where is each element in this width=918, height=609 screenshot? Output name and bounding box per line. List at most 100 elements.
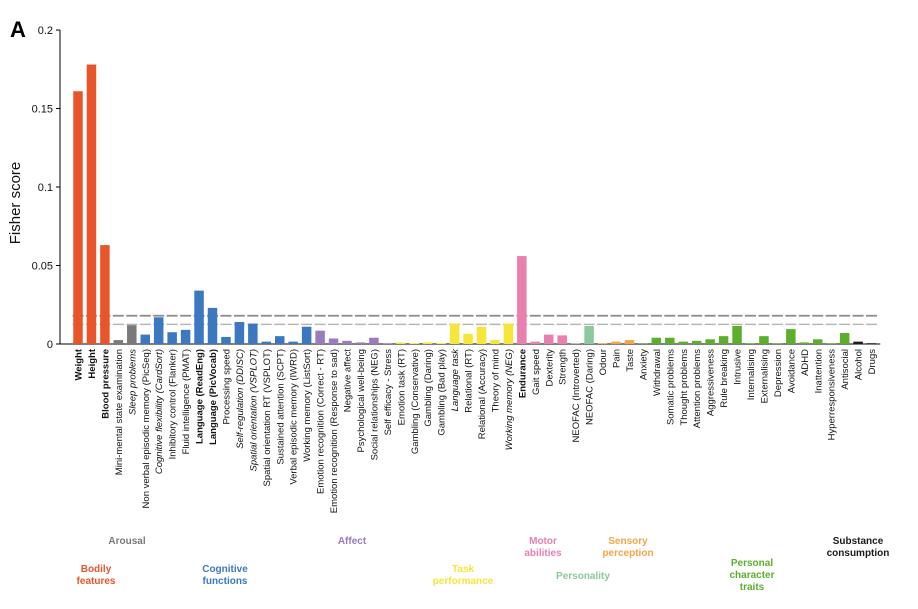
group-label-arousal: Arousal	[108, 536, 145, 547]
bar-strength	[557, 335, 567, 344]
x-tick-label: Language task	[450, 348, 461, 412]
x-tick-label: Gambling (Daring)	[423, 349, 434, 427]
y-tick-label: 0	[47, 339, 53, 351]
x-tick-label: Emotion recognition (Correct - RT)	[316, 349, 327, 494]
x-tick-label: Emotion recognition (Response to sad)	[329, 349, 340, 513]
bar-non-verbal-episodic-memory-picseq	[140, 334, 150, 344]
x-tick-label: Spatial orientation (VSPLOT)	[248, 349, 259, 472]
bar-antisocial	[839, 333, 850, 344]
bar-neofac-daring	[584, 325, 594, 344]
x-tick-label: Relational (Accuracy)	[477, 349, 488, 439]
x-tick-label: Fluid intelligence (PMAT)	[181, 349, 192, 454]
bars	[73, 64, 877, 344]
x-tick-label: Psychological well-being	[356, 349, 367, 453]
x-tick-label: Odour	[598, 349, 609, 375]
x-tick-label: Anxiety	[638, 349, 649, 380]
x-tick-label: Withdrawal	[652, 349, 663, 396]
x-tick-label: Theory of mind	[490, 349, 501, 412]
bar-relational-accuracy	[476, 326, 487, 344]
x-tick-label: Thought problems	[679, 349, 690, 426]
x-tick-label: ADHD	[800, 349, 811, 376]
bar-language-task	[449, 323, 460, 344]
bar-verbal-episodic-memory-iwrd	[288, 341, 298, 344]
x-tick-label: Verbal episodic memory (IWRD)	[289, 349, 300, 485]
bar-anxiety	[638, 343, 648, 344]
bar-pain	[611, 341, 621, 344]
x-tick-label: Intrusive	[733, 349, 744, 385]
group-label-task: Task performance	[433, 564, 494, 587]
bar-odour	[597, 343, 608, 344]
x-tick-label: Negative affect	[343, 349, 354, 413]
group-label-cognitive: Cognitive functions	[202, 564, 248, 587]
x-tick-label: Non verbal episodic memory (PicSeq)	[141, 349, 152, 508]
group-label-character: Personal character traits	[729, 558, 774, 593]
x-tick-label: Relational (RT)	[464, 349, 475, 413]
bar-sustained-attention-scpt	[275, 336, 285, 344]
x-tick-label: Alcohol	[854, 349, 865, 380]
x-tick-label: Social relationships (NEG)	[369, 349, 380, 460]
x-tick-label: Somatic problems	[665, 349, 676, 425]
bar-fluid-intelligence-pmat	[180, 329, 191, 344]
x-tick-label: Sustained attention (SCPT)	[275, 349, 286, 465]
x-tick-label: Weight	[74, 348, 85, 380]
bar-aggressiveness	[705, 339, 715, 344]
bar-externalising	[759, 336, 769, 344]
bar-spatial-orientation-rt-vsplot	[261, 341, 272, 344]
bar-intrusive	[732, 325, 742, 344]
x-tick-label: Gait speed	[531, 349, 542, 395]
bar-somatic-problems	[665, 337, 675, 344]
group-label-personality: Personality	[556, 571, 610, 582]
x-tick-label: Self efficacy - Stress	[383, 349, 394, 436]
bar-working-memory-neg	[503, 323, 514, 344]
x-tick-label: Gambling (Bad play)	[437, 349, 448, 436]
bar-adhd	[799, 342, 810, 344]
x-tick-label: Blood pressure	[100, 349, 111, 419]
x-tick-label: Depression	[773, 349, 784, 397]
bar-working-memory-listsort	[301, 326, 312, 344]
bar-internalising	[745, 343, 756, 344]
bar-dexterity	[544, 334, 554, 344]
x-tick-labels: Weight Height Blood pressure Mini-mental st…	[74, 348, 879, 513]
x-tick-label: Taste	[625, 349, 636, 372]
bar-rule-breaking	[718, 336, 729, 344]
x-tick-label: Rule breaking	[719, 349, 730, 408]
y-tick-label: 0.05	[32, 261, 53, 273]
bar-gambling-daring	[422, 342, 433, 344]
bar-negative-affect	[342, 340, 352, 344]
bar-endurance	[517, 256, 527, 344]
bar-gambling-bad-play	[436, 343, 446, 344]
bar-alcohol	[853, 341, 863, 344]
y-tick-label: 0.1	[38, 182, 53, 194]
bar-emotion-recognition-response-to-sad	[328, 338, 339, 344]
bar-self-regulation-ddisc	[234, 322, 245, 344]
x-tick-label: Language (PicVocab)	[208, 349, 219, 445]
x-tick-label: Internalising	[746, 349, 757, 400]
x-tick-label: Sleep problems	[127, 349, 138, 415]
x-tick-label: Inattention	[813, 349, 824, 393]
bar-withdrawal	[651, 337, 662, 344]
x-tick-label: Antisocial	[840, 349, 851, 390]
chart-axes: 0 0.05 0.1 0.15 0.2	[32, 25, 881, 351]
bar-emotion-recognition-correct-rt	[315, 330, 325, 344]
bar-theory-of-mind	[490, 340, 500, 344]
x-tick-label: Aggressiveness	[706, 349, 717, 416]
bar-gambling-conservative	[409, 343, 419, 344]
bar-relational-rt	[463, 333, 473, 344]
x-tick-label: Pain	[612, 349, 623, 368]
x-tick-label: Gambling (Conservative)	[410, 349, 421, 454]
bar-inhibitory-control-flanker	[167, 332, 177, 344]
panel-letter: A	[10, 17, 26, 42]
bar-drugs	[866, 343, 877, 344]
bar-height	[86, 64, 97, 344]
x-tick-label: Cognitive flexibility (CardSort)	[154, 349, 165, 474]
x-tick-label: Strength	[558, 349, 569, 385]
x-tick-label: NEOFAC (Daring)	[585, 349, 596, 425]
bar-avoidance	[786, 329, 796, 344]
bar-language-readeng	[194, 290, 204, 344]
x-tick-label: Hyperresponsiveness	[827, 349, 838, 441]
x-tick-label: Working memory (ListSort)	[302, 349, 313, 462]
bar-cognitive-flexibility-cardsort	[153, 317, 164, 344]
x-tick-label: Height	[87, 348, 98, 378]
x-tick-label: Drugs	[867, 349, 878, 375]
